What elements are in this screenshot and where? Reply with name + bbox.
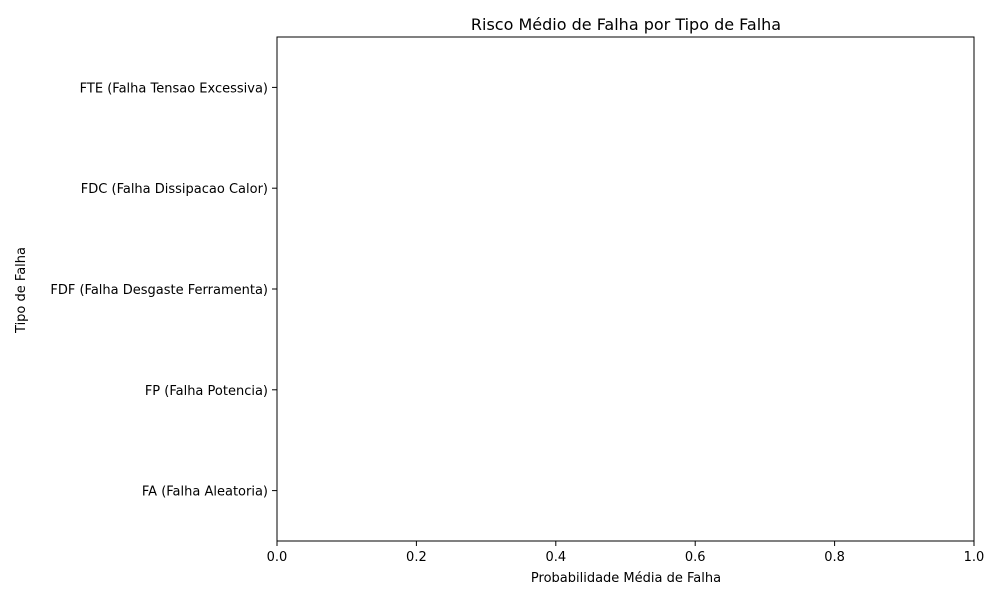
y-tick-label: FDC (Falha Dissipacao Calor)	[81, 182, 268, 197]
x-tick-label: 0.6	[685, 550, 706, 565]
y-tick-label: FDF (Falha Desgaste Ferramenta)	[50, 283, 268, 298]
y-axis-label: Tipo de Falha	[14, 247, 29, 334]
x-axis-label: Probabilidade Média de Falha	[531, 571, 721, 586]
chart-title: Risco Médio de Falha por Tipo de Falha	[471, 15, 781, 34]
y-tick-label: FP (Falha Potencia)	[145, 384, 268, 399]
x-tick-label: 0.8	[824, 550, 845, 565]
x-tick-label: 0.0	[267, 550, 288, 565]
x-tick-label: 0.2	[406, 550, 427, 565]
x-tick-label: 0.4	[545, 550, 566, 565]
x-axis: 0.0 0.2 0.4 0.6 0.8 1.0	[267, 541, 985, 565]
x-tick-label: 1.0	[964, 550, 985, 565]
y-tick-label: FTE (Falha Tensao Excessiva)	[80, 81, 268, 96]
y-axis: FTE (Falha Tensao Excessiva) FDC (Falha D…	[50, 81, 277, 500]
plot-area-frame	[276, 36, 975, 542]
y-tick-label: FA (Falha Aleatoria)	[142, 485, 268, 500]
